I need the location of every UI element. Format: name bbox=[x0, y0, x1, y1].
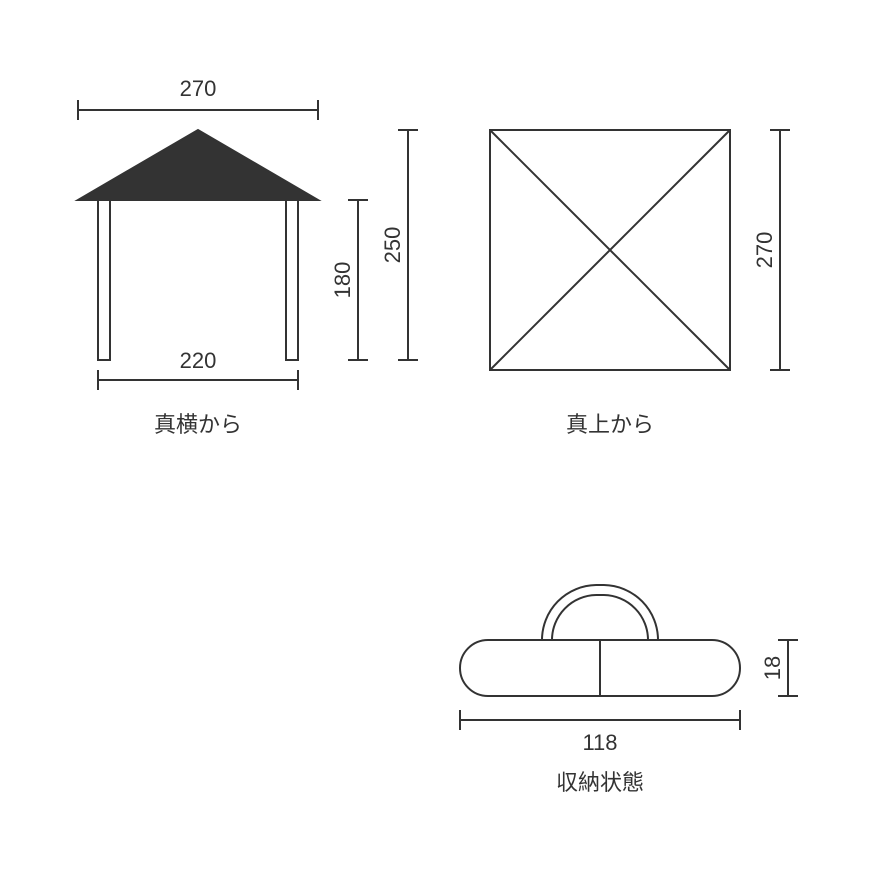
dim-top-side: 270 bbox=[752, 130, 790, 370]
dim-side-bottom: 220 bbox=[98, 348, 298, 390]
top-view-caption: 真上から bbox=[566, 412, 654, 437]
bag-view-caption: 収納状態 bbox=[556, 770, 644, 795]
dim-side-h-outer: 250 bbox=[380, 130, 418, 360]
top-view: 270 真上から bbox=[490, 130, 790, 437]
bag-handle-right bbox=[604, 585, 658, 640]
side-view-caption: 真横から bbox=[154, 412, 242, 437]
side-leg-left bbox=[98, 200, 110, 360]
dim-bag-height-label: 18 bbox=[760, 656, 785, 680]
side-view: 270 220 180 bbox=[78, 76, 418, 437]
side-leg-right bbox=[286, 200, 298, 360]
dim-side-bottom-label: 220 bbox=[180, 348, 217, 373]
dim-side-h-inner: 180 bbox=[330, 200, 368, 360]
side-roof bbox=[78, 130, 318, 200]
dim-bag-width-label: 118 bbox=[582, 730, 617, 755]
dim-bag-width: 118 bbox=[460, 710, 740, 755]
dim-side-top-label: 270 bbox=[180, 76, 217, 101]
dim-side-h-outer-label: 250 bbox=[380, 227, 405, 264]
dim-top-side-label: 270 bbox=[752, 232, 777, 269]
bag-handle-left bbox=[542, 585, 596, 640]
bag-view: 118 18 収納状態 bbox=[460, 585, 798, 795]
dim-bag-height: 18 bbox=[760, 640, 798, 696]
dim-side-top: 270 bbox=[78, 76, 318, 120]
diagram-root: 270 220 180 bbox=[78, 76, 798, 795]
dim-side-h-inner-label: 180 bbox=[330, 262, 355, 299]
